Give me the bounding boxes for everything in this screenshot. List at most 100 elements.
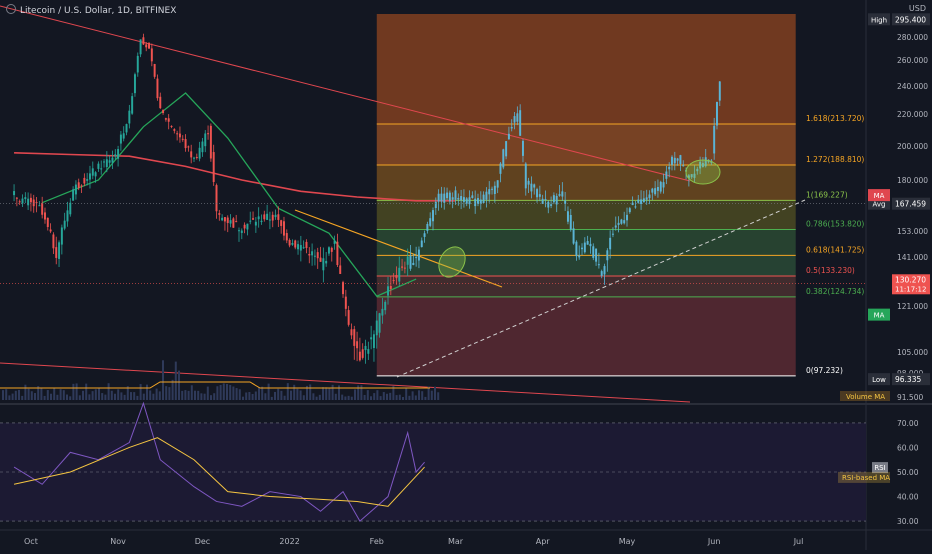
candle[interactable]: [575, 241, 578, 257]
candle[interactable]: [361, 349, 364, 358]
candle[interactable]: [97, 163, 100, 169]
candle[interactable]: [527, 180, 530, 185]
candle[interactable]: [21, 198, 24, 204]
candle[interactable]: [190, 151, 193, 158]
candle[interactable]: [342, 282, 345, 295]
candle[interactable]: [389, 286, 392, 289]
rsi-ma-line[interactable]: [13, 437, 425, 507]
candle[interactable]: [119, 134, 122, 144]
candle[interactable]: [198, 147, 201, 159]
candle[interactable]: [299, 245, 302, 251]
candle[interactable]: [167, 118, 170, 122]
candle[interactable]: [246, 223, 249, 230]
candle[interactable]: [479, 199, 482, 204]
candle[interactable]: [704, 157, 707, 167]
candle[interactable]: [384, 301, 387, 311]
candle[interactable]: [491, 188, 494, 190]
candle[interactable]: [133, 74, 136, 94]
breakout-highlight[interactable]: [434, 242, 471, 282]
candle[interactable]: [552, 195, 555, 203]
candle[interactable]: [505, 141, 508, 157]
candle[interactable]: [572, 228, 575, 244]
candle[interactable]: [673, 157, 676, 164]
candle[interactable]: [221, 217, 224, 221]
candle[interactable]: [659, 181, 662, 192]
candle[interactable]: [423, 233, 426, 237]
candle[interactable]: [232, 218, 235, 228]
candle[interactable]: [434, 201, 437, 209]
candle[interactable]: [170, 125, 173, 127]
candle[interactable]: [235, 221, 238, 223]
candle[interactable]: [432, 210, 434, 222]
candle[interactable]: [215, 185, 218, 212]
candle[interactable]: [392, 280, 395, 282]
candle[interactable]: [38, 205, 41, 207]
candle[interactable]: [339, 265, 342, 274]
candle[interactable]: [656, 187, 659, 191]
candle[interactable]: [178, 133, 181, 138]
candle[interactable]: [305, 241, 308, 248]
candle[interactable]: [468, 197, 471, 205]
candle[interactable]: [510, 127, 513, 129]
candle[interactable]: [558, 194, 561, 196]
candle[interactable]: [327, 247, 330, 254]
candle[interactable]: [263, 214, 266, 220]
candle[interactable]: [254, 221, 257, 226]
candle[interactable]: [105, 159, 108, 167]
candle[interactable]: [187, 146, 190, 148]
candle[interactable]: [544, 199, 547, 201]
candle[interactable]: [566, 211, 569, 222]
candle[interactable]: [617, 222, 620, 225]
candle[interactable]: [136, 55, 139, 73]
candle[interactable]: [271, 214, 274, 221]
candle[interactable]: [437, 193, 440, 202]
candle[interactable]: [519, 110, 522, 136]
candle[interactable]: [648, 194, 651, 199]
candle[interactable]: [153, 64, 156, 77]
candle[interactable]: [277, 214, 280, 220]
retest-highlight[interactable]: [685, 159, 721, 185]
candle[interactable]: [429, 218, 432, 226]
candle[interactable]: [162, 109, 165, 114]
candle[interactable]: [83, 177, 86, 184]
candle[interactable]: [555, 195, 558, 205]
candle[interactable]: [212, 152, 215, 182]
candle[interactable]: [257, 216, 260, 220]
candle[interactable]: [561, 191, 564, 197]
candle[interactable]: [623, 220, 626, 224]
candle[interactable]: [229, 220, 232, 224]
candle[interactable]: [592, 246, 595, 258]
candle[interactable]: [493, 185, 496, 195]
candle[interactable]: [524, 163, 527, 189]
candle[interactable]: [395, 275, 398, 279]
candle[interactable]: [260, 220, 263, 223]
candle[interactable]: [448, 192, 451, 202]
candle[interactable]: [142, 37, 145, 45]
candle[interactable]: [173, 129, 176, 131]
candle[interactable]: [496, 180, 499, 188]
candle[interactable]: [358, 351, 361, 361]
candle[interactable]: [77, 182, 80, 188]
candle[interactable]: [609, 237, 612, 250]
candle[interactable]: [193, 157, 195, 159]
candle[interactable]: [409, 255, 412, 269]
candle[interactable]: [378, 313, 381, 333]
candle[interactable]: [114, 154, 117, 157]
candle[interactable]: [533, 184, 536, 188]
candle[interactable]: [547, 201, 550, 208]
candle[interactable]: [204, 133, 207, 147]
candle[interactable]: [52, 234, 55, 249]
candle[interactable]: [521, 140, 524, 156]
candle[interactable]: [24, 197, 27, 200]
candle[interactable]: [417, 249, 420, 261]
candle[interactable]: [372, 334, 375, 349]
candle[interactable]: [156, 78, 159, 99]
candle[interactable]: [35, 202, 38, 204]
candle[interactable]: [282, 221, 285, 236]
candle[interactable]: [665, 171, 668, 179]
candle[interactable]: [662, 182, 665, 188]
candle[interactable]: [128, 110, 131, 124]
short-trendline[interactable]: [294, 209, 503, 288]
rsi-pane[interactable]: 70.00 60.00 50.00 40.00 30.00 RSI RSI-based MA: [0, 401, 919, 526]
